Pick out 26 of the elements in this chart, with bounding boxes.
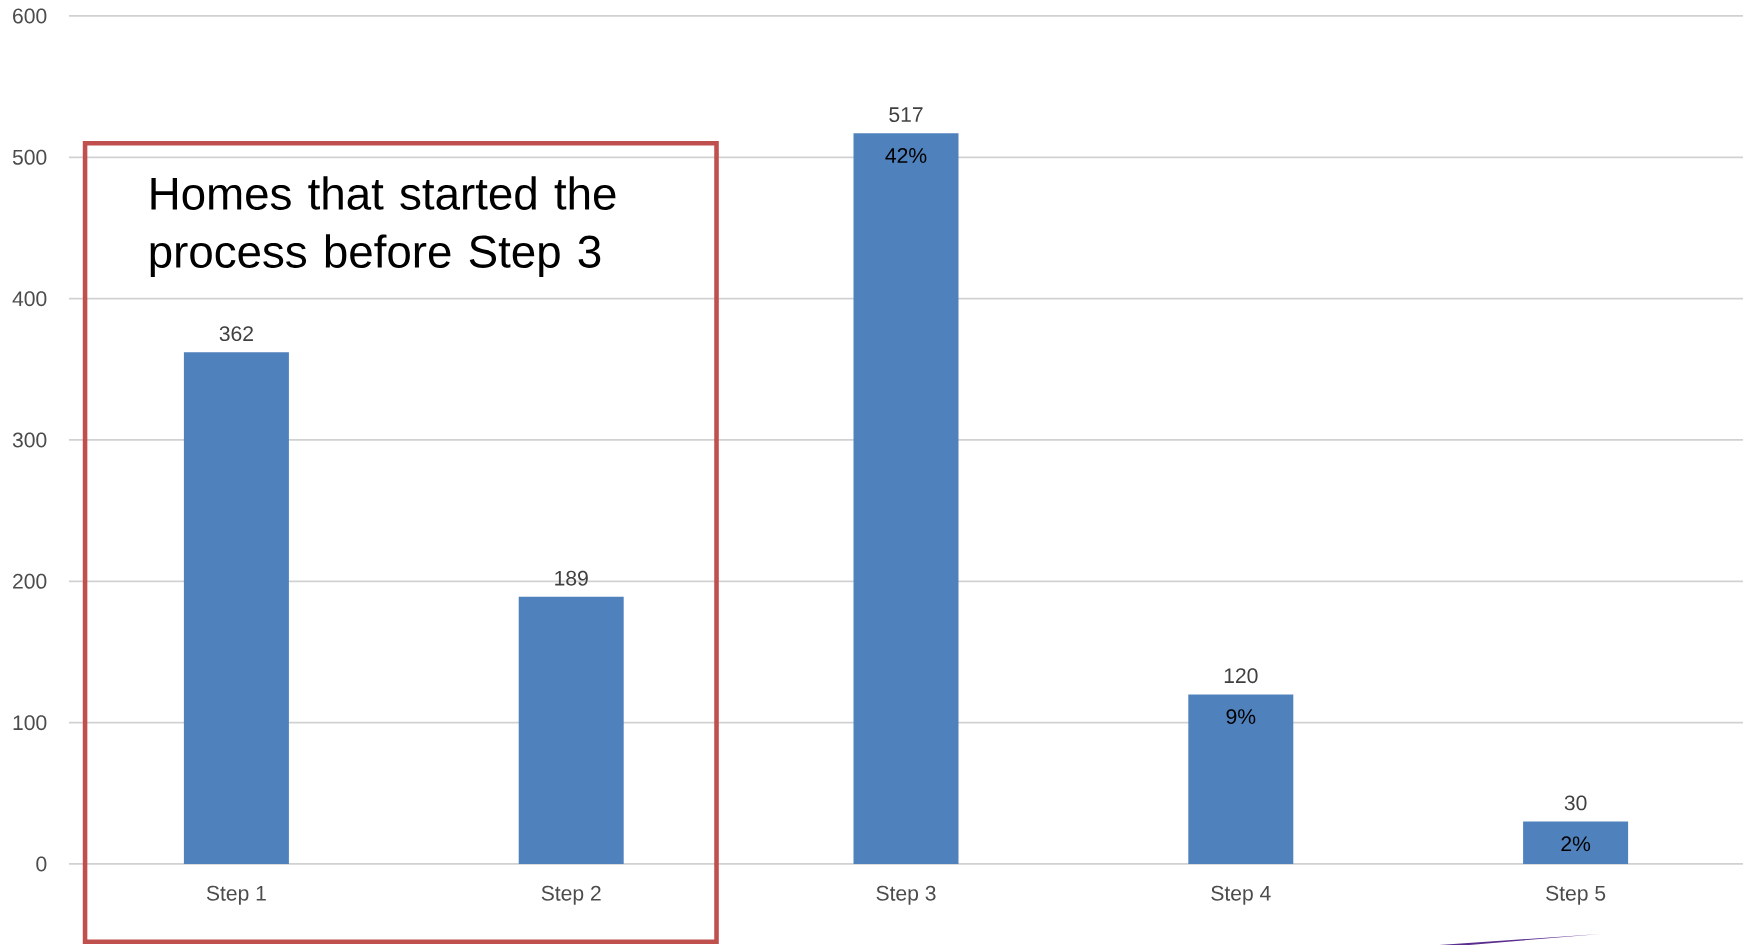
y-tick-label: 600 <box>13 8 47 24</box>
bar <box>183 352 289 864</box>
y-tick-label: 100 <box>13 715 47 731</box>
bar <box>1523 821 1629 864</box>
y-tick-label: 200 <box>13 573 47 589</box>
y-tick-label: 0 <box>36 856 47 872</box>
x-tick-label: Step 2 <box>541 885 601 905</box>
x-tick-label: Step 5 <box>1546 885 1606 905</box>
data-label: 189 <box>555 570 588 586</box>
x-tick-label: Step 1 <box>206 885 266 905</box>
annotation: 9% <box>1226 709 1256 725</box>
x-tick-label: Step 3 <box>876 885 936 905</box>
data-label: 517 <box>889 107 923 123</box>
x-tick-label: Step 4 <box>1211 885 1271 905</box>
annotation: Homes that started the process before Step 3 <box>150 176 616 277</box>
y-tick-label: 400 <box>12 291 47 307</box>
annotation: 42% <box>885 148 927 163</box>
annotation: 2% <box>1561 836 1591 852</box>
bar <box>518 596 624 864</box>
data-label: 120 <box>1224 668 1258 684</box>
y-tick-label: 300 <box>12 432 47 448</box>
data-label: 30 <box>1564 795 1587 811</box>
data-label: 362 <box>219 326 253 342</box>
y-tick-label: 500 <box>12 149 47 165</box>
bar <box>853 133 959 864</box>
bar <box>1188 694 1294 864</box>
